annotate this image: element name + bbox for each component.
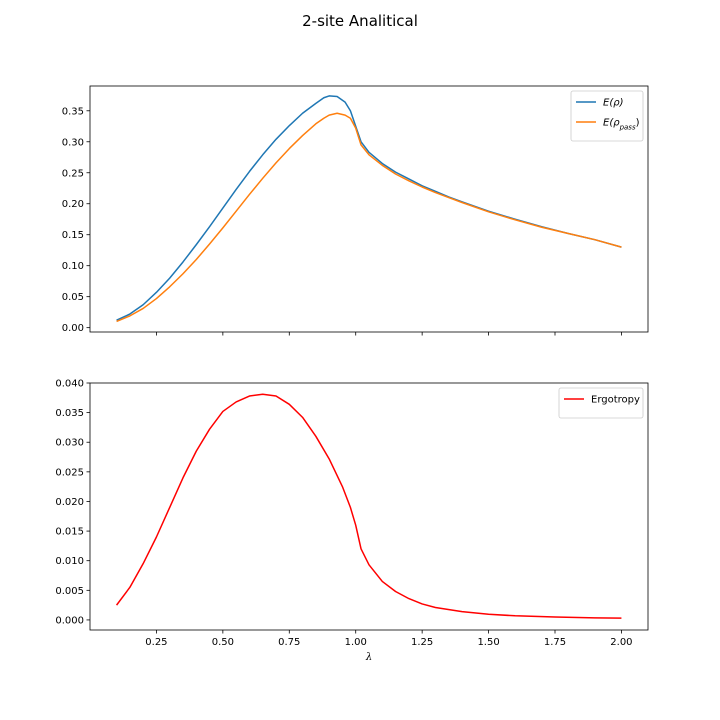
y-tick-label: 0.025: [55, 467, 84, 478]
x-tick-label: 0.25: [145, 637, 167, 648]
x-tick-label: 1.50: [477, 637, 499, 648]
y-tick-label: 0.05: [62, 292, 84, 303]
x-tick-label: 1.25: [411, 637, 433, 648]
x-tick-label: 2.00: [610, 637, 632, 648]
x-tick-label: 0.75: [278, 637, 300, 648]
subplot-2: 0.000 0.005 0.010 0.015 0.020 0.025 0.030 0.035…: [55, 379, 649, 663]
legend: Ergotropy: [558, 387, 644, 419]
y-tick-label: 0.25: [62, 168, 84, 179]
y-tick-label: 0.00: [62, 323, 84, 334]
subplot-1: 0.00 0.05 0.10 0.15 0.20 0.25 0.30 0.35 E(ρ) E(ρp…: [62, 85, 649, 336]
y-tick-label: 0.010: [55, 556, 84, 567]
axes-frame: [89, 85, 649, 333]
axes-frame: [89, 382, 649, 631]
y-tick-label: 0.040: [55, 379, 84, 390]
series-line-1: [115, 393, 622, 619]
x-tick-label: 1.75: [544, 637, 566, 648]
legend-label: Ergotropy: [591, 395, 640, 406]
y-tick-label: 0.20: [62, 199, 84, 210]
legend-label: E(ρ): [603, 98, 623, 109]
x-tick-label: 1.00: [345, 637, 367, 648]
legend-label: E(ρpass): [603, 118, 640, 132]
y-tick-label: 0.005: [55, 586, 84, 597]
legend: E(ρ) E(ρpass): [570, 90, 644, 142]
x-axis-label: λ: [365, 652, 372, 663]
y-tick-label: 0.015: [55, 527, 84, 538]
y-tick-label: 0.35: [62, 106, 84, 117]
x-tick-label: 0.50: [212, 637, 234, 648]
y-tick-label: 0.15: [62, 230, 84, 241]
series-line-2: [116, 112, 622, 323]
plots-group: 0.00 0.05 0.10 0.15 0.20 0.25 0.30 0.35 E(ρ) E(ρp…: [55, 85, 649, 663]
y-tick-label: 0.000: [55, 615, 84, 626]
y-tick-label: 0.10: [62, 261, 84, 272]
y-tick-label: 0.030: [55, 438, 84, 449]
y-tick-label: 0.035: [55, 408, 84, 419]
legend-box: [570, 90, 644, 142]
legend-box: [558, 387, 644, 419]
y-tick-label: 0.30: [62, 137, 84, 148]
figure-title: 2-site Analitical: [302, 12, 418, 30]
y-tick-label: 0.020: [55, 497, 84, 508]
